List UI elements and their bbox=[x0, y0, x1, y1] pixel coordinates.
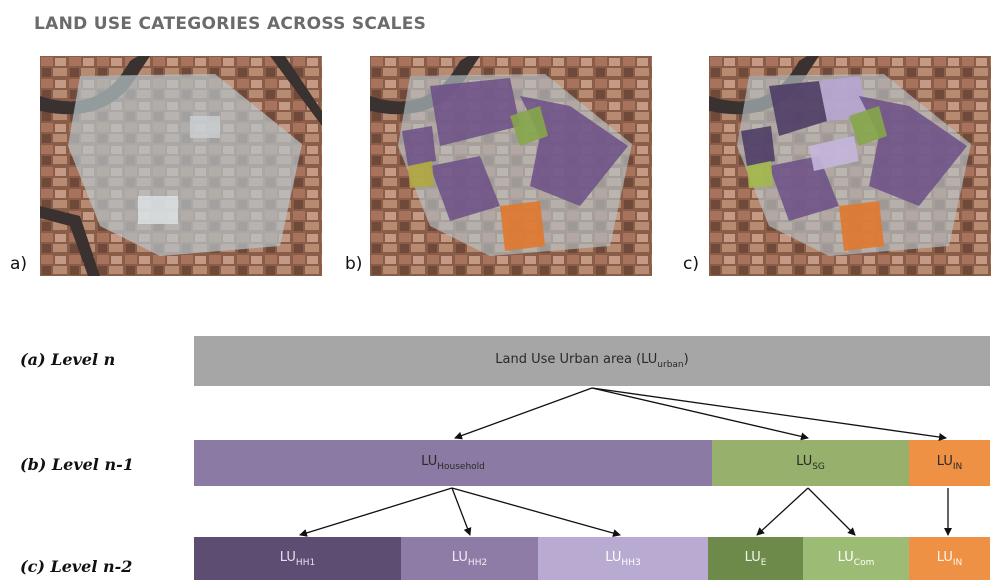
level-label-n-1: (b) Level n-1 bbox=[20, 455, 134, 474]
figure-title: LAND USE CATEGORIES ACROSS SCALES bbox=[34, 14, 427, 34]
arrow-urban-to-sg bbox=[591, 387, 809, 441]
bar-lu-in-level-n-1: LUIN bbox=[909, 440, 990, 486]
bar-lu-sg: LUSG bbox=[712, 440, 909, 486]
bar-lu-household-label: LUHousehold bbox=[421, 454, 485, 472]
bar-lu-e: LUE bbox=[708, 537, 803, 580]
panel-label-c: c) bbox=[683, 254, 699, 274]
bar-lu-com-label: LUCom bbox=[837, 549, 875, 568]
level-label-n: (a) Level n bbox=[20, 350, 116, 369]
aerial-image-c bbox=[709, 56, 991, 276]
bar-lu-urban: Land Use Urban area (LUurban) bbox=[194, 336, 990, 386]
bar-lu-household: LUHousehold bbox=[194, 440, 712, 486]
bar-lu-hh1: LUHH1 bbox=[194, 537, 401, 580]
arrow-household-to-hh2 bbox=[451, 487, 472, 536]
bar-lu-com: LUCom bbox=[803, 537, 909, 580]
panel-label-a: a) bbox=[10, 254, 28, 274]
arrow-urban-to-in bbox=[591, 387, 947, 441]
bar-lu-hh3: LUHH3 bbox=[538, 537, 708, 580]
bar-lu-hh1-label: LUHH1 bbox=[279, 549, 316, 568]
bar-lu-e-label: LUE bbox=[744, 549, 767, 568]
bar-lu-hh2-label: LUHH2 bbox=[451, 549, 488, 568]
bar-lu-in-level-n-2: LUIN bbox=[909, 537, 990, 580]
bar-lu-in-label: LUIN bbox=[936, 454, 963, 472]
bar-lu-in2-label: LUIN bbox=[936, 549, 963, 568]
aerial-image-b bbox=[370, 56, 652, 276]
bar-lu-urban-label: Land Use Urban area (LUurban) bbox=[495, 352, 689, 370]
arrow-sg-to-com bbox=[807, 487, 856, 536]
panel-label-b: b) bbox=[345, 254, 363, 274]
arrow-household-to-hh3 bbox=[451, 487, 621, 537]
arrow-household-to-hh1 bbox=[299, 487, 453, 537]
bar-lu-hh2: LUHH2 bbox=[401, 537, 538, 580]
arrow-urban-to-household bbox=[454, 387, 593, 440]
level-label-n-2: (c) Level n-2 bbox=[20, 557, 133, 576]
aerial-image-a bbox=[40, 56, 322, 276]
arrow-sg-to-e bbox=[756, 487, 809, 536]
bar-lu-hh3-label: LUHH3 bbox=[605, 549, 641, 568]
bar-lu-sg-label: LUSG bbox=[796, 454, 825, 472]
